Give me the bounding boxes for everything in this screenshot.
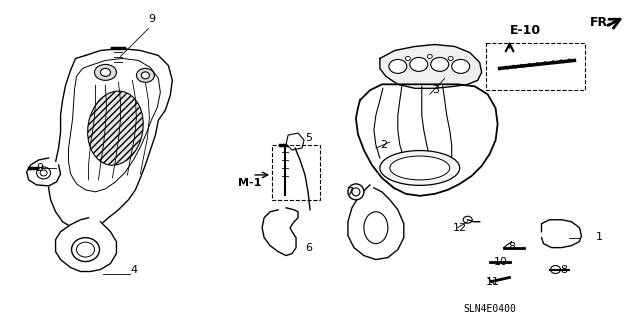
Ellipse shape <box>352 188 360 196</box>
Ellipse shape <box>550 265 561 273</box>
Ellipse shape <box>452 59 470 73</box>
Text: 8: 8 <box>561 264 568 275</box>
Ellipse shape <box>348 184 364 200</box>
Ellipse shape <box>136 68 154 82</box>
Text: 12: 12 <box>452 223 467 233</box>
Text: SLN4E0400: SLN4E0400 <box>463 304 516 314</box>
Polygon shape <box>348 185 404 260</box>
Text: M-1: M-1 <box>238 178 262 188</box>
Ellipse shape <box>72 238 99 262</box>
Text: 8: 8 <box>509 241 516 252</box>
Ellipse shape <box>364 212 388 244</box>
Text: 4: 4 <box>131 264 138 275</box>
Text: 5: 5 <box>305 133 312 143</box>
Ellipse shape <box>95 64 116 80</box>
Ellipse shape <box>36 167 51 179</box>
Ellipse shape <box>390 156 450 180</box>
Ellipse shape <box>405 56 410 60</box>
Polygon shape <box>356 84 498 196</box>
Text: 10: 10 <box>493 256 508 267</box>
Text: 6: 6 <box>305 243 312 253</box>
Ellipse shape <box>88 91 143 165</box>
Ellipse shape <box>389 59 407 73</box>
Polygon shape <box>541 220 581 248</box>
Ellipse shape <box>448 56 453 60</box>
Ellipse shape <box>428 55 432 58</box>
Ellipse shape <box>410 57 428 71</box>
Polygon shape <box>380 45 482 88</box>
Polygon shape <box>68 58 161 192</box>
Polygon shape <box>56 218 116 271</box>
Polygon shape <box>262 208 298 256</box>
Ellipse shape <box>77 242 95 257</box>
Ellipse shape <box>100 68 111 76</box>
Ellipse shape <box>40 170 47 176</box>
Polygon shape <box>49 48 172 230</box>
Text: 9: 9 <box>148 14 156 24</box>
Ellipse shape <box>463 216 472 223</box>
Polygon shape <box>286 133 304 150</box>
Text: FR.: FR. <box>589 16 612 29</box>
Text: E-10: E-10 <box>509 24 541 37</box>
Text: 3: 3 <box>432 85 439 95</box>
Text: 2: 2 <box>380 140 387 150</box>
Ellipse shape <box>431 57 449 71</box>
Text: 7: 7 <box>346 187 353 197</box>
Ellipse shape <box>380 151 460 185</box>
Polygon shape <box>27 158 61 186</box>
Text: 1: 1 <box>595 232 602 242</box>
Text: 11: 11 <box>486 278 500 287</box>
Ellipse shape <box>141 72 149 79</box>
Text: 9: 9 <box>36 163 44 173</box>
